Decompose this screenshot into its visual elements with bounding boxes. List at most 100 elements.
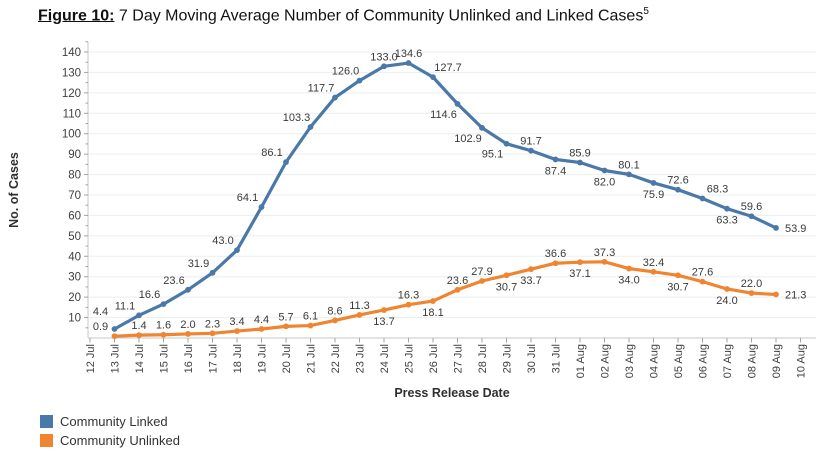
unlinked-series-swatch	[40, 434, 53, 447]
data-label: 133.0	[370, 51, 398, 63]
data-label: 23.6	[163, 275, 184, 287]
data-label: 33.7	[520, 275, 541, 287]
x-tick-label: 23 Jul	[355, 344, 367, 373]
x-tick-label: 15 Jul	[159, 344, 171, 373]
data-point-marker	[479, 124, 485, 131]
data-label: 8.6	[327, 305, 342, 317]
data-label: 64.1	[237, 192, 258, 204]
data-label: 114.6	[430, 109, 457, 121]
data-point-marker	[724, 205, 730, 212]
data-label: 134.6	[395, 48, 423, 60]
data-point-marker	[724, 286, 730, 292]
data-label: 27.6	[692, 267, 713, 279]
data-point-marker	[283, 323, 289, 330]
data-point-marker	[552, 156, 559, 163]
data-label: 72.6	[667, 175, 688, 187]
data-point-marker	[773, 224, 779, 231]
x-tick-label: 26 Jul	[428, 344, 440, 373]
data-label: 103.3	[283, 112, 311, 124]
x-tick-label: 21 Jul	[306, 344, 318, 373]
figure-title: Figure 10: 7 Day Moving Average Number o…	[38, 6, 649, 25]
data-point-marker	[283, 159, 289, 166]
data-label: 102.9	[454, 133, 482, 145]
data-point-marker	[405, 60, 412, 66]
x-tick-label: 03 Aug	[624, 344, 636, 378]
data-label: 27.9	[471, 266, 492, 278]
data-label: 75.9	[643, 189, 664, 201]
data-point-marker	[209, 269, 216, 276]
data-label: 30.7	[667, 281, 688, 293]
data-point-marker	[209, 330, 216, 337]
figure-number: Figure 10:	[38, 7, 115, 25]
data-point-marker	[332, 94, 338, 101]
data-point-marker	[601, 167, 608, 174]
x-tick-label: 13 Jul	[110, 344, 122, 373]
data-label: 11.1	[115, 300, 136, 312]
x-tick-label: 19 Jul	[257, 344, 269, 373]
legend-item-community-linked: Community Linked	[40, 412, 180, 431]
legend-item-community-unlinked: Community Unlinked	[40, 431, 180, 450]
data-point-marker	[503, 272, 510, 279]
x-tick-label: 31 Jul	[551, 344, 563, 373]
x-tick-label: 28 Jul	[477, 344, 489, 373]
data-point-marker	[430, 298, 436, 304]
x-tick-label: 06 Aug	[698, 344, 710, 378]
data-label: 1.6	[156, 320, 171, 332]
data-point-marker	[307, 322, 314, 329]
data-point-marker	[430, 74, 436, 81]
data-point-marker	[136, 332, 142, 339]
data-label: 37.1	[569, 268, 590, 280]
data-label: 53.9	[785, 223, 806, 235]
x-tick-label: 22 Jul	[330, 344, 342, 373]
data-label: 18.1	[422, 307, 443, 319]
data-label: 87.4	[545, 165, 566, 177]
data-label: 4.4	[254, 314, 269, 326]
data-label: 30.7	[496, 281, 517, 293]
x-tick-label: 10 Aug	[796, 344, 808, 378]
y-tick-label: 80	[68, 170, 81, 182]
y-tick-label: 140	[62, 47, 81, 59]
data-label: 68.3	[707, 183, 728, 195]
data-point-marker	[626, 171, 632, 178]
data-point-marker	[650, 180, 657, 186]
y-tick-label: 70	[68, 190, 81, 202]
data-point-marker	[675, 186, 681, 193]
data-label: 4.4	[93, 306, 108, 318]
data-label: 22.0	[741, 278, 762, 290]
y-tick-label: 130	[62, 67, 81, 79]
x-tick-label: 09 Aug	[771, 344, 783, 378]
x-tick-label: 18 Jul	[232, 344, 244, 373]
legend-label: Community Unlinked	[60, 433, 180, 448]
y-tick-label: 50	[68, 231, 81, 243]
x-tick-label: 02 Aug	[600, 344, 612, 378]
x-tick-label: 17 Jul	[208, 344, 220, 373]
data-label: 59.6	[741, 201, 762, 213]
data-label: 11.3	[349, 300, 370, 312]
data-point-marker	[552, 260, 559, 267]
data-point-marker	[503, 140, 510, 147]
data-point-marker	[699, 195, 706, 202]
data-label: 3.4	[229, 316, 244, 328]
data-label: 86.1	[261, 147, 282, 159]
x-tick-label: 14 Jul	[134, 344, 146, 373]
x-tick-label: 25 Jul	[404, 344, 416, 373]
data-point-marker	[454, 100, 461, 107]
x-tick-label: 01 Aug	[575, 344, 587, 378]
data-label: 95.1	[482, 149, 503, 161]
data-label: 36.6	[545, 248, 566, 260]
data-label: 24.0	[716, 295, 737, 307]
data-point-marker	[111, 333, 118, 340]
data-label: 127.7	[434, 62, 462, 74]
x-tick-label: 27 Jul	[453, 344, 465, 373]
data-point-marker	[748, 290, 755, 296]
data-label: 32.4	[643, 257, 664, 269]
data-label: 2.3	[205, 318, 220, 330]
x-tick-label: 08 Aug	[747, 344, 759, 378]
data-label: 2.0	[180, 319, 195, 331]
data-label: 5.7	[278, 311, 293, 323]
data-point-marker	[650, 268, 657, 275]
data-label: 63.3	[716, 215, 737, 227]
data-label: 16.6	[139, 289, 160, 301]
x-axis-title: Press Release Date	[394, 386, 509, 400]
